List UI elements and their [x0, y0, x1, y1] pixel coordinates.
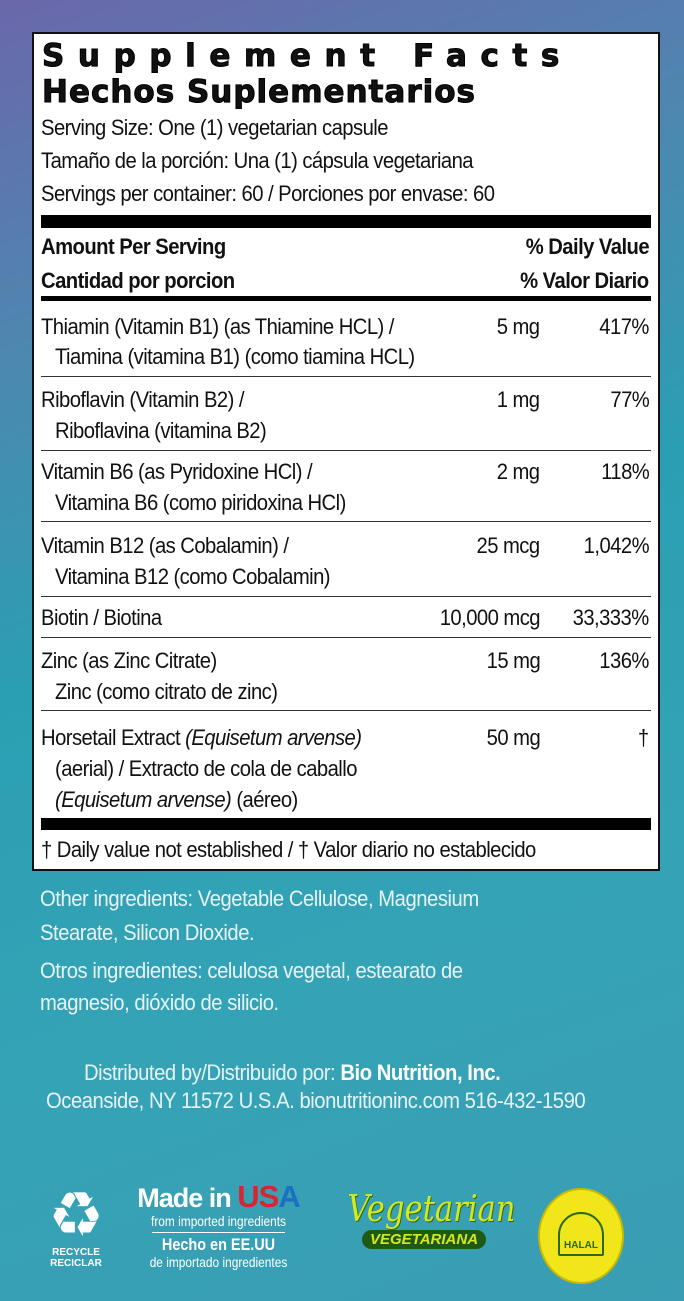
other-ingredients: Stearate, Silicon Dioxide. — [40, 920, 255, 945]
nutrient-amount: 50 mg — [486, 725, 540, 750]
nutrient-name: Thiamin (Vitamin B1) (as Thiamine HCL) / — [41, 314, 394, 339]
vegetarian-logo: Vegetarian VEGETARIANA — [347, 1189, 516, 1249]
nutrient-name-es: Tiamina (vitamina B1) (como tiamina HCL) — [55, 344, 415, 369]
thick-divider — [41, 215, 651, 228]
distributor: Distributed by/Distribuido por: Bio Nutr… — [84, 1060, 501, 1085]
nutrient-name: Vitamin B12 (as Cobalamin) / — [41, 533, 289, 558]
nutrient-name: Biotin / Biotina — [41, 605, 162, 630]
recycle-icon: ♻ — [48, 1181, 104, 1250]
other-ingredients-es: magnesio, dióxido de silicio. — [40, 990, 279, 1015]
row-divider — [41, 596, 651, 597]
halal-arabic-icon: HALAL — [558, 1212, 604, 1256]
nutrient-name-line2: (aerial) / Extracto de cola de caballo — [55, 756, 357, 781]
nutrient-dv: 33,333% — [572, 605, 650, 630]
row-divider — [41, 521, 651, 522]
title-es: Hechos Suplementarios — [42, 74, 476, 111]
dv-header: % Daily Value — [525, 234, 650, 259]
recycle-logo: ♻ RECYCLE RECICLAR — [40, 1181, 112, 1270]
nutrient-amount: 15 mg — [486, 648, 540, 673]
medium-divider — [41, 296, 651, 301]
nutrient-name-es: Riboflavina (vitamina B2) — [55, 418, 267, 443]
nutrient-dv: 118% — [600, 459, 650, 484]
nutrient-name: Zinc (as Zinc Citrate) — [41, 648, 217, 673]
title-en: Supplement Facts — [42, 38, 573, 75]
row-divider — [41, 637, 651, 638]
serving-size-es: Tamaño de la porción: Una (1) cápsula ve… — [41, 148, 474, 173]
halal-logo: HALAL — [538, 1188, 624, 1284]
other-ingredients: Other ingredients: Vegetable Cellulose, … — [40, 886, 479, 911]
made-in-usa-logo: Made in USA from imported ingredients He… — [137, 1179, 301, 1270]
supplement-facts-panel: Supplement Facts Hechos Suplementarios S… — [32, 32, 660, 871]
nutrient-dv: 417% — [599, 314, 649, 339]
nutrient-amount: 2 mg — [497, 459, 540, 484]
row-divider — [41, 376, 651, 377]
nutrient-name: Riboflavin (Vitamin B2) / — [41, 387, 244, 412]
nutrient-amount: 5 mg — [497, 314, 540, 339]
nutrient-dv: † — [638, 725, 649, 750]
nutrient-dv: 77% — [610, 387, 649, 412]
nutrient-name-es: Vitamina B6 (como piridoxina HCl) — [55, 490, 346, 515]
nutrient-name: Vitamin B6 (as Pyridoxine HCl) / — [41, 459, 313, 484]
nutrient-amount: 1 mg — [497, 387, 540, 412]
nutrient-name-line3: (Equisetum arvense) (aéreo) — [55, 787, 298, 812]
amount-header: Amount Per Serving — [41, 234, 226, 259]
serving-size: Serving Size: One (1) vegetarian capsule — [41, 115, 388, 140]
thick-divider — [41, 818, 651, 830]
servings-per-container: Servings per container: 60 / Porciones p… — [41, 181, 495, 206]
amount-header-es: Cantidad por porcion — [41, 268, 235, 293]
footnote: † Daily value not established / † Valor … — [41, 837, 536, 862]
row-divider — [41, 710, 651, 711]
row-divider — [41, 450, 651, 451]
nutrient-amount: 25 mcg — [476, 533, 541, 558]
nutrient-amount: 10,000 mcg — [439, 605, 541, 630]
other-ingredients-es: Otros ingredientes: celulosa vegetal, es… — [40, 958, 463, 983]
nutrient-dv: 136% — [599, 648, 649, 673]
nutrient-name-es: Zinc (como citrato de zinc) — [55, 679, 278, 704]
nutrient-name-es: Vitamina B12 (como Cobalamin) — [55, 564, 331, 589]
dv-header-es: % Valor Diario — [520, 268, 650, 293]
distributor-address: Oceanside, NY 11572 U.S.A. bionutritioni… — [46, 1088, 586, 1113]
nutrient-name: Horsetail Extract (Equisetum arvense) — [41, 725, 362, 750]
nutrient-dv: 1,042% — [583, 533, 650, 558]
